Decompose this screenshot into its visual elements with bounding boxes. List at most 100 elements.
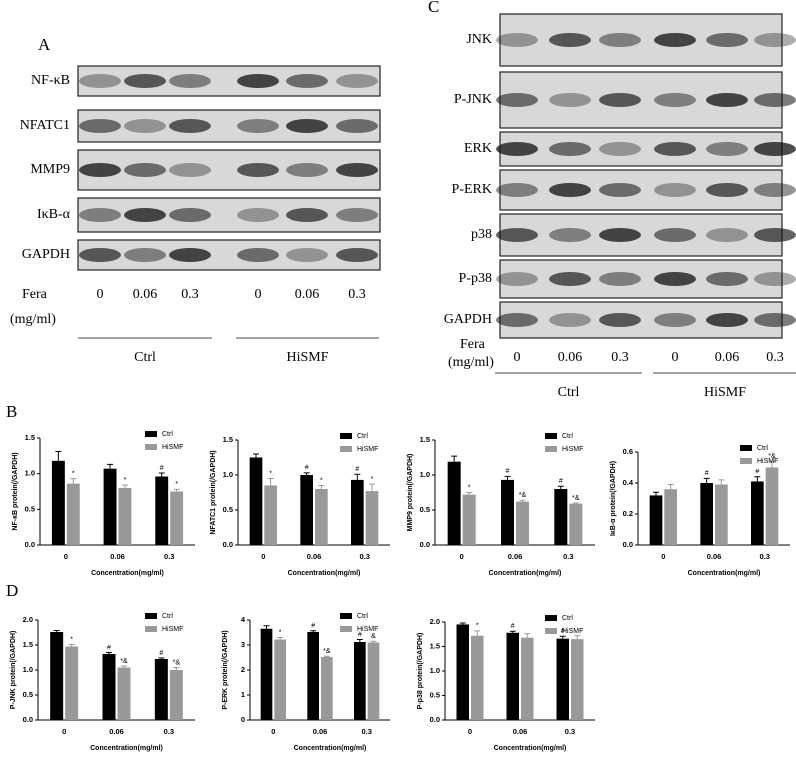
y-tick-label: 2 — [241, 665, 245, 674]
y-tick-label: 0.6 — [623, 447, 633, 456]
x-tick-label: 0 — [661, 552, 665, 561]
bar — [471, 635, 484, 720]
significance-mark: *& — [519, 492, 527, 499]
legend-swatch — [340, 613, 352, 619]
blot-label: NF-κB — [31, 73, 70, 88]
legend-label: HiSMF — [562, 628, 583, 635]
dose-label: 0.06 — [133, 287, 158, 302]
significance-mark: * — [468, 484, 471, 491]
blot-band — [496, 272, 538, 286]
dose-label: 0.06 — [558, 350, 583, 365]
error-bar — [267, 478, 274, 486]
blot-band — [599, 183, 641, 197]
bar — [50, 632, 64, 720]
bar — [155, 476, 169, 545]
blot-band — [654, 228, 696, 242]
legend-label: HiSMF — [562, 446, 583, 453]
y-axis-title: IκB-α protein(/GAPDH) — [610, 461, 617, 536]
bar — [556, 638, 569, 720]
dose-label: 0 — [514, 350, 521, 365]
group-label: Ctrl — [134, 350, 156, 365]
blot-band — [286, 119, 328, 133]
y-tick-label: 0.5 — [420, 505, 430, 514]
dose-label: 0.3 — [348, 287, 366, 302]
x-tick-label: 0.3 — [565, 727, 575, 736]
blot-band — [124, 248, 166, 262]
legend-swatch — [545, 446, 557, 452]
error-bar — [504, 475, 511, 480]
legend-swatch — [740, 458, 752, 464]
blot-label: P-JNK — [454, 92, 492, 107]
legend-swatch — [145, 431, 157, 437]
x-tick-label: 0.3 — [164, 727, 174, 736]
legend-label: HiSMF — [357, 626, 378, 633]
blot-band — [654, 183, 696, 197]
blot-band — [169, 208, 211, 222]
y-tick-label: 0.0 — [25, 540, 35, 549]
bar — [307, 632, 319, 720]
blot-band — [496, 93, 538, 107]
blot-frame — [77, 149, 381, 191]
blot-band — [599, 142, 641, 156]
y-tick-label: 1.0 — [420, 470, 430, 479]
error-bar — [559, 635, 566, 639]
blot-band — [706, 93, 748, 107]
legend-label: Ctrl — [757, 445, 768, 452]
blot-band — [754, 183, 796, 197]
significance-mark: # — [159, 650, 163, 657]
error-bar — [519, 499, 526, 502]
error-bar — [323, 655, 330, 657]
blot-band — [496, 33, 538, 47]
y-tick-label: 0.5 — [430, 690, 440, 699]
y-tick-label: 1.0 — [223, 470, 233, 479]
legend-label: Ctrl — [357, 613, 368, 620]
bar — [521, 637, 534, 720]
error-bar — [509, 630, 516, 633]
bar — [264, 485, 277, 545]
chart: 0 1 2 3 4 P-ERK protein(/GAPDH) Concentration(… — [222, 613, 390, 752]
blot-band — [237, 248, 279, 262]
error-bar — [277, 637, 284, 640]
blot-band — [496, 313, 538, 327]
significance-mark: # — [107, 644, 111, 651]
error-bar — [253, 453, 259, 458]
error-bar — [524, 633, 531, 638]
error-bar — [557, 485, 564, 489]
error-bar — [318, 485, 325, 489]
bar — [170, 491, 184, 545]
blot-band — [654, 33, 696, 47]
blot-band — [79, 74, 121, 88]
significance-mark: # — [705, 470, 709, 477]
x-tick-label: 0 — [460, 552, 464, 561]
y-tick-label: 0.0 — [223, 540, 233, 549]
error-bar — [754, 476, 761, 482]
blot-band — [336, 74, 378, 88]
legend-swatch — [340, 433, 352, 439]
x-axis-title: Concentration(mg/ml) — [688, 570, 761, 577]
blot-band — [549, 142, 591, 156]
x-tick-label: 0.06 — [307, 552, 322, 561]
y-tick-label: 1.5 — [23, 640, 33, 649]
chart: 0.0 0.5 1.0 1.5 MMP9 protein(/GAPDH) Concentr… — [407, 433, 595, 577]
blot-band — [79, 163, 121, 177]
blot-band — [237, 119, 279, 133]
legend-label: Ctrl — [357, 433, 368, 440]
y-tick-label: 1.5 — [430, 641, 440, 650]
y-axis-title: MMP9 protein(/GAPDH) — [407, 454, 414, 532]
blot-band — [237, 208, 279, 222]
blot-band — [496, 142, 538, 156]
blot-label: P-p38 — [459, 271, 492, 286]
error-bar — [106, 652, 112, 654]
y-tick-label: 0 — [241, 715, 245, 724]
unit-label: (mg/ml) — [10, 312, 56, 327]
error-bar — [68, 644, 75, 647]
blot-band — [599, 33, 641, 47]
blot-band — [124, 119, 166, 133]
blot-frame — [77, 197, 381, 233]
error-bar — [703, 477, 710, 483]
bar — [700, 483, 713, 545]
y-tick-label: 4 — [241, 615, 246, 624]
blot-band — [237, 74, 279, 88]
legend-swatch — [545, 615, 557, 621]
x-axis-title: Concentration(mg/ml) — [294, 745, 367, 752]
